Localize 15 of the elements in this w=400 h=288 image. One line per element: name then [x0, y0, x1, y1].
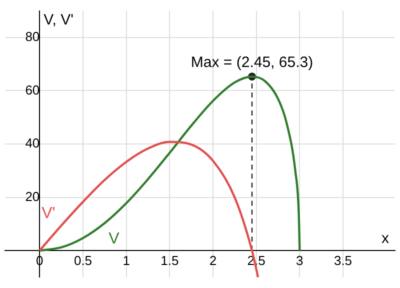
series-label: V	[108, 230, 120, 248]
x-tick-label: 1	[122, 252, 130, 268]
series-label: V'	[42, 204, 56, 222]
x-tick-label: 0.5	[74, 252, 92, 268]
x-tick-label: 3	[296, 252, 304, 268]
y-tick-label: 40	[25, 136, 40, 151]
annotation: Max = (2.45, 65.3)	[190, 54, 314, 72]
y-tick-label: 60	[25, 82, 40, 98]
y-axis-title: V, V'	[44, 11, 74, 28]
x-axis-title: x	[382, 230, 390, 248]
y-tick-label: 80	[25, 29, 40, 44]
x-tick-label: 3.5	[334, 252, 352, 268]
x-tick-label: 1.5	[160, 252, 179, 268]
y-tick-label: 20	[25, 188, 40, 204]
x-tick-label: 2	[209, 252, 217, 268]
